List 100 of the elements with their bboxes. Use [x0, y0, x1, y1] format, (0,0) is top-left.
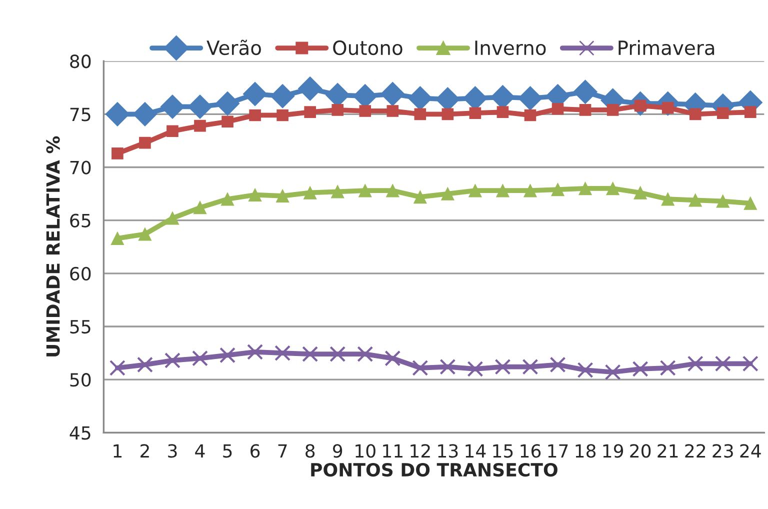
x-tick-label: 13 [438, 444, 458, 458]
point [442, 108, 454, 120]
point [247, 344, 264, 360]
point [469, 107, 482, 120]
point [689, 108, 702, 120]
x-tick-label: 3 [168, 444, 177, 458]
point [298, 76, 322, 101]
point [166, 125, 178, 138]
point [468, 184, 482, 198]
point [634, 186, 647, 200]
point [109, 360, 126, 376]
point [166, 212, 180, 225]
point [358, 184, 372, 198]
x-tick-label: 14 [466, 444, 486, 458]
point [164, 352, 180, 368]
point [716, 194, 730, 208]
point [496, 106, 509, 118]
legend-label: Verão [206, 40, 261, 56]
point [270, 84, 295, 108]
point [359, 105, 372, 117]
y-tick-label: 65 [70, 214, 90, 228]
x-tick-label: 20 [630, 444, 651, 458]
point [414, 108, 426, 120]
x-tick-label: 24 [740, 444, 761, 458]
x-tick-label: 15 [493, 444, 513, 458]
point [194, 120, 206, 132]
point [408, 86, 432, 110]
point [220, 192, 234, 206]
point [494, 358, 511, 375]
x-tick-label: 23 [712, 444, 733, 458]
x-tick-label: 19 [603, 444, 624, 458]
point [139, 136, 151, 149]
legend-label: Primavera [618, 40, 714, 56]
x-tick-label: 7 [278, 444, 287, 458]
x-tick-label: 22 [685, 444, 706, 458]
x-tick-label: 10 [356, 444, 376, 458]
point [303, 186, 317, 200]
point [578, 182, 592, 196]
point [248, 188, 262, 202]
point [661, 192, 674, 206]
point [193, 200, 207, 214]
point [744, 106, 756, 118]
point [331, 185, 344, 198]
point [304, 106, 316, 118]
point [606, 104, 619, 116]
point [604, 364, 621, 380]
x-tick-label: 18 [576, 444, 596, 458]
point [577, 362, 594, 378]
x-tick-label: 16 [520, 444, 541, 458]
point [550, 356, 566, 373]
point [112, 148, 124, 160]
point [302, 346, 318, 362]
point [357, 346, 374, 362]
point [518, 86, 542, 110]
point [384, 350, 401, 366]
point [249, 109, 261, 122]
point [688, 194, 702, 207]
point [551, 182, 564, 196]
point [716, 107, 729, 120]
y-tick-label: 60 [70, 266, 91, 281]
x-tick-label: 12 [410, 444, 430, 458]
point [380, 82, 405, 106]
x-tick-label: 17 [548, 444, 568, 458]
point [524, 109, 536, 122]
point [332, 104, 344, 116]
x-tick-label: 8 [306, 444, 315, 458]
x-axis-title: PONTOS DO TRANSECTO [311, 462, 558, 477]
point [606, 182, 620, 196]
point [524, 184, 537, 198]
point [714, 356, 731, 372]
x-tick-label: 11 [383, 444, 402, 458]
point [222, 116, 234, 128]
point [138, 228, 152, 241]
point [573, 80, 598, 104]
x-tick-label: 1 [114, 444, 122, 458]
point [687, 356, 704, 372]
point [276, 109, 288, 122]
legend-label: Outono [333, 40, 402, 56]
point [440, 358, 456, 375]
legend-label: Inverno [475, 40, 546, 56]
point [632, 360, 648, 377]
x-tick-label: 6 [250, 444, 260, 458]
y-tick-label: 70 [70, 160, 91, 174]
point [276, 189, 290, 203]
point [136, 356, 153, 373]
y-tick-label: 55 [70, 320, 90, 334]
point [496, 184, 510, 198]
point [467, 360, 484, 377]
point [386, 105, 399, 117]
x-tick-label: 21 [658, 444, 678, 458]
y-tick-label: 50 [70, 373, 91, 387]
point [552, 102, 564, 115]
point [242, 82, 268, 106]
x-tick-label: 2 [140, 444, 149, 458]
point [274, 345, 291, 362]
y-axis-title: UMIDADE RELATIVA % [46, 136, 60, 356]
point [215, 91, 240, 116]
x-tick-label: 5 [223, 444, 232, 458]
point [412, 360, 428, 376]
x-tick-label: 9 [332, 444, 342, 458]
